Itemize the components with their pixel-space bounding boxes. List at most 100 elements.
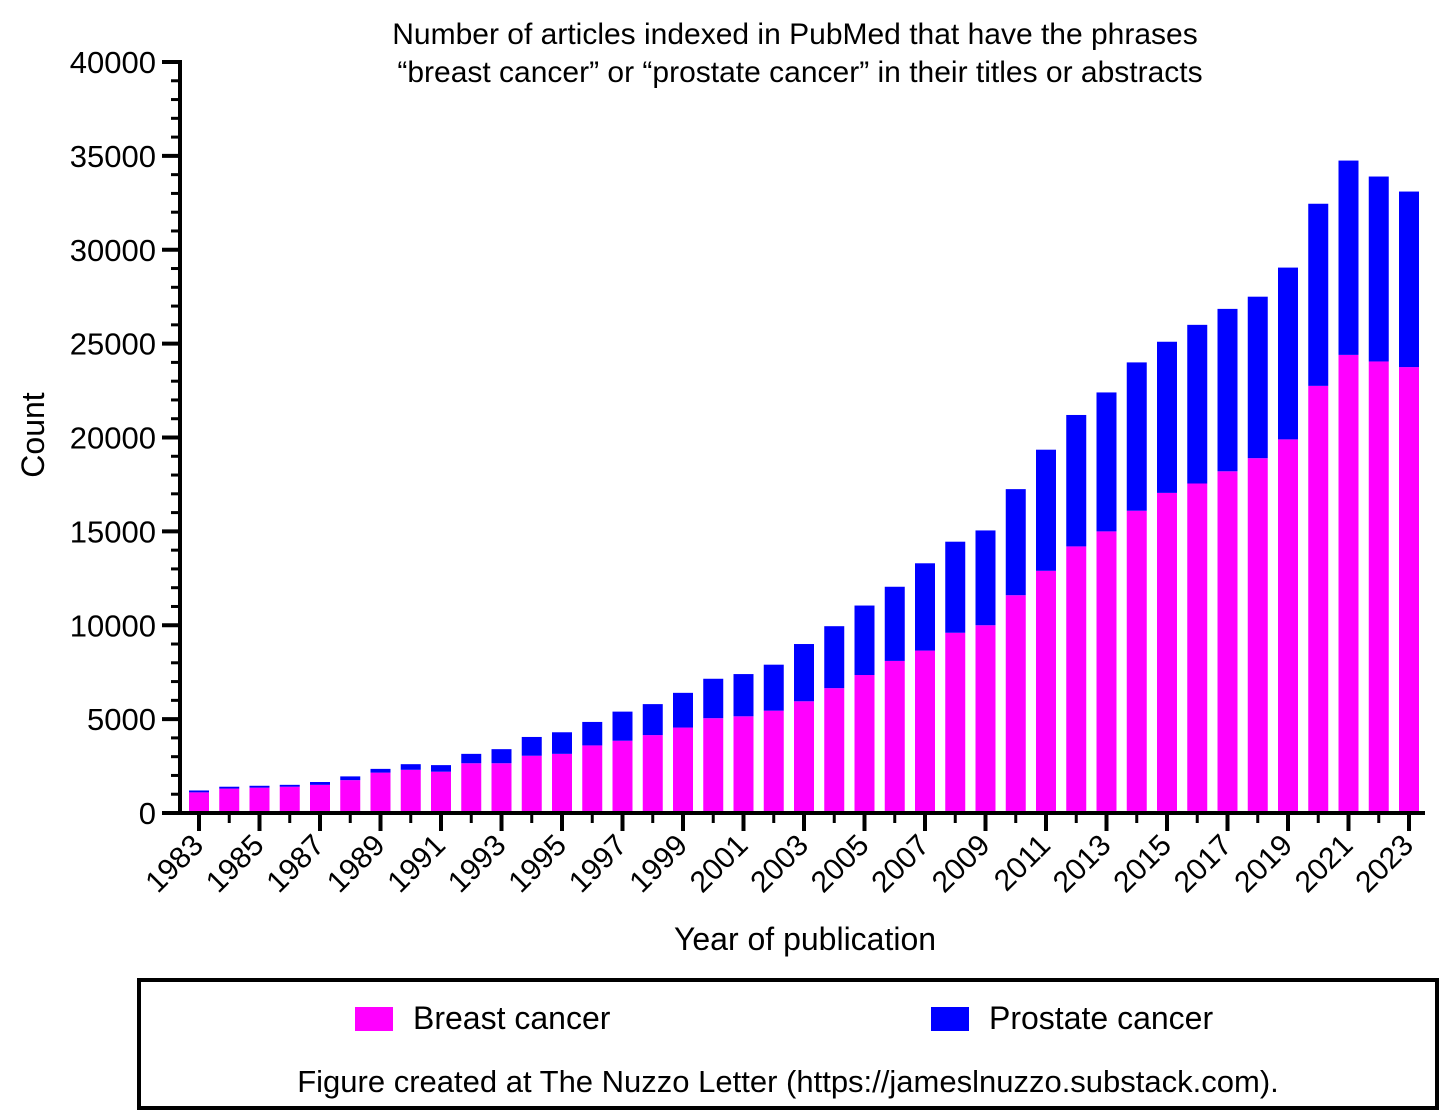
x-tick-label: 2005 (805, 829, 876, 900)
y-tick-label: 15000 (70, 514, 156, 549)
bar-prostate-1995 (552, 732, 572, 754)
bar-prostate-1985 (249, 785, 270, 788)
x-axis: 1983198519871989199119931995199719992001… (139, 811, 1425, 900)
bar-prostate-2016 (1187, 324, 1208, 484)
bar-breast-2009 (975, 625, 996, 813)
bar-prostate-2006 (884, 586, 905, 661)
y-axis: 0 5000 10000 15000 20000 25000 30000 35000 40000 (70, 45, 182, 831)
x-tick-label: 2017 (1168, 829, 1239, 900)
y-tick-label: 5000 (87, 702, 156, 737)
x-tick-label: 2001 (684, 829, 755, 900)
x-tick-label: 1985 (200, 829, 271, 900)
bar-prostate-2005 (854, 605, 875, 676)
bar-breast-2007 (915, 650, 935, 813)
bar-prostate-1989 (370, 768, 391, 773)
bar-breast-1995 (552, 753, 572, 813)
bar-breast-2020 (1308, 385, 1329, 813)
bar-prostate-2009 (975, 530, 996, 626)
bar-prostate-1993 (491, 749, 512, 764)
x-tick-label: 2011 (988, 829, 1057, 898)
x-tick-label: 2009 (926, 829, 997, 900)
bar-breast-1984 (219, 788, 240, 813)
bar-prostate-1992 (461, 753, 482, 764)
x-tick-label: 1989 (321, 829, 392, 900)
bar-breast-2022 (1368, 361, 1389, 813)
bar-breast-2015 (1157, 492, 1177, 813)
bar-breast-2003 (794, 701, 814, 813)
bar-breast-2012 (1066, 546, 1087, 813)
bar-prostate-1990 (400, 764, 421, 770)
bar-prostate-1994 (521, 736, 542, 756)
bar-breast-1994 (521, 755, 542, 813)
bar-prostate-1987 (310, 782, 330, 785)
legend-swatch-prostate (931, 1006, 969, 1031)
bar-breast-2013 (1096, 531, 1117, 814)
bar-breast-2006 (884, 660, 905, 813)
y-tick-label: 10000 (70, 608, 156, 643)
bar-breast-1992 (461, 763, 482, 813)
bar-breast-2000 (703, 718, 724, 813)
bar-prostate-2021 (1338, 160, 1359, 355)
bar-prostate-1998 (642, 704, 663, 736)
bar-breast-2014 (1126, 510, 1147, 813)
x-tick-label: 1987 (260, 829, 331, 900)
legend-label-prostate: Prostate cancer (989, 1000, 1214, 1036)
chart-title-line-1: Number of articles indexed in PubMed tha… (392, 18, 1197, 51)
bar-breast-1998 (642, 735, 663, 813)
legend-label-breast: Breast cancer (413, 1000, 611, 1036)
bar-breast-1985 (249, 787, 270, 813)
bar-breast-2008 (945, 632, 966, 813)
bar-breast-1999 (673, 727, 693, 813)
bar-prostate-2004 (824, 626, 845, 689)
x-tick-label: 2019 (1228, 829, 1299, 900)
bar-breast-1983 (189, 792, 209, 813)
bar-breast-2011 (1036, 570, 1056, 813)
y-tick-label: 25000 (70, 327, 156, 362)
x-tick-label: 1991 (381, 829, 452, 900)
bar-breast-2017 (1217, 471, 1238, 813)
bar-prostate-1997 (612, 711, 633, 741)
bar-breast-1989 (370, 772, 391, 813)
bar-prostate-2012 (1066, 414, 1087, 547)
bar-prostate-1984 (219, 786, 240, 789)
y-tick-label: 35000 (70, 139, 156, 174)
x-tick-label: 1983 (139, 829, 210, 900)
y-tick-label: 40000 (70, 45, 156, 80)
bar-breast-2018 (1247, 458, 1268, 813)
bar-breast-1987 (310, 784, 330, 813)
x-tick-label: 2003 (744, 829, 815, 900)
bar-prostate-2008 (945, 541, 966, 633)
x-axis-label: Year of publication (674, 921, 936, 957)
chart-title-line-2: “breast cancer” or “prostate cancer” in … (397, 56, 1202, 89)
x-tick-label: 2023 (1349, 829, 1420, 900)
bar-breast-1991 (431, 771, 451, 813)
x-tick-label: 2007 (865, 829, 936, 900)
bar-prostate-2011 (1036, 449, 1056, 571)
bar-prostate-2007 (915, 563, 935, 651)
bar-breast-2010 (1005, 595, 1026, 813)
x-tick-label: 1999 (623, 829, 694, 900)
bar-breast-1988 (340, 780, 361, 813)
legend-swatch-breast (355, 1006, 393, 1031)
bar-breast-1986 (279, 786, 300, 813)
bar-breast-1996 (582, 745, 603, 813)
bar-prostate-2022 (1368, 176, 1389, 362)
bar-breast-2021 (1338, 354, 1359, 813)
bar-breast-2019 (1278, 439, 1298, 813)
bar-prostate-1988 (340, 776, 361, 781)
y-tick-label: 0 (139, 796, 156, 831)
y-axis-label: Count (15, 392, 51, 478)
bar-breast-2001 (733, 716, 754, 813)
x-tick-label: 1995 (502, 829, 573, 900)
bar-prostate-1996 (582, 721, 603, 746)
x-tick-label: 2015 (1107, 829, 1178, 900)
bar-prostate-2020 (1308, 203, 1329, 386)
bar-prostate-1999 (673, 692, 693, 728)
x-tick-label: 2013 (1047, 829, 1118, 900)
bar-breast-2005 (854, 675, 875, 813)
bar-breast-2002 (763, 710, 784, 813)
bar-prostate-1991 (431, 765, 451, 772)
bar-breast-2023 (1399, 367, 1419, 813)
figure-credit: Figure created at The Nuzzo Letter (http… (297, 1064, 1279, 1099)
bar-prostate-2003 (794, 644, 814, 702)
